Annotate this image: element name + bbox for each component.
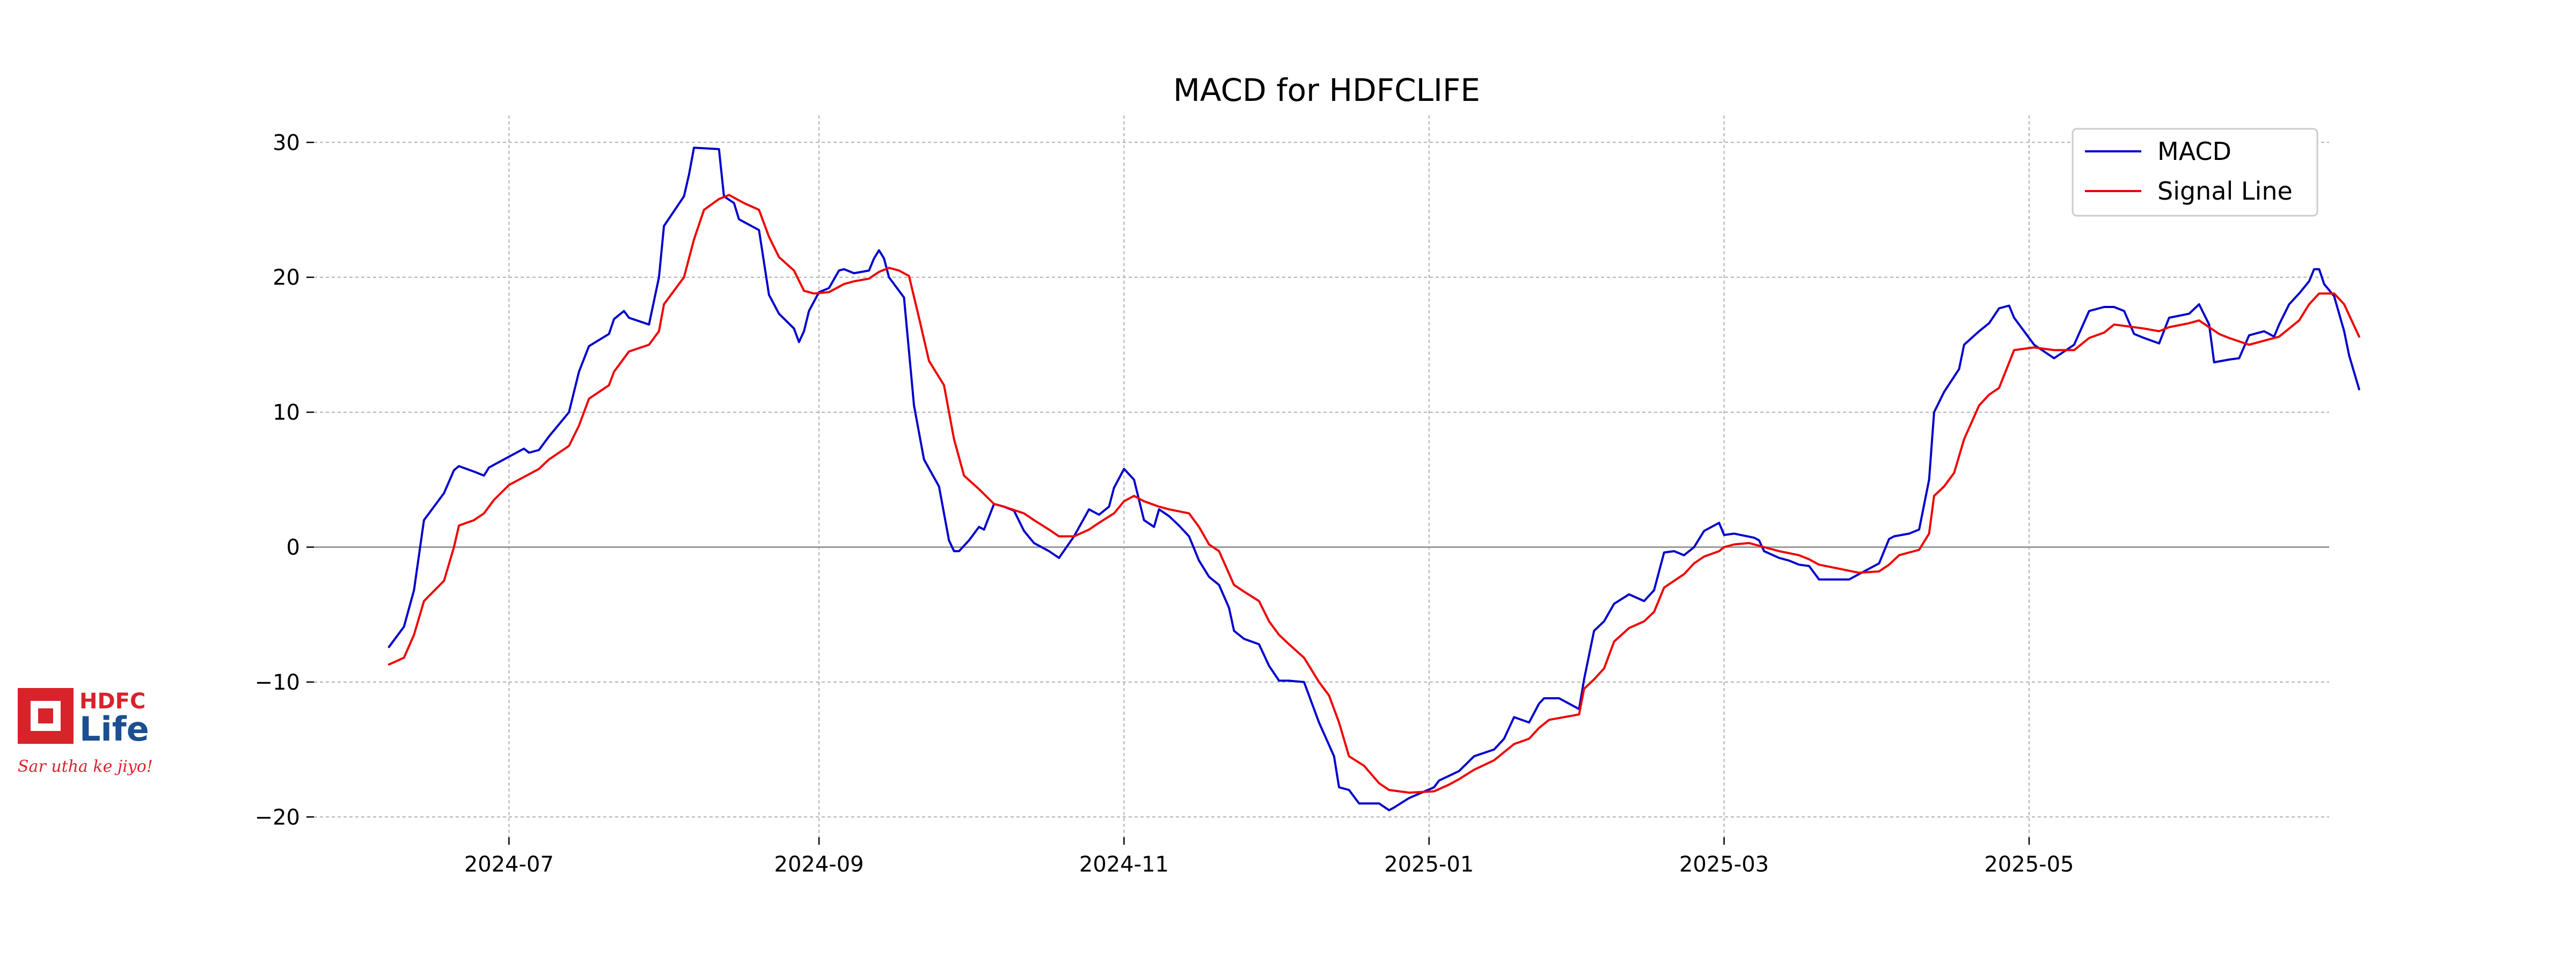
logo-brand: HDFC [79, 689, 145, 714]
logo-tagline: Sar utha ke jiyo! [18, 757, 153, 776]
axis-ticks: −20 −10 0 10 20 30 2024-07 2024-09 2024-11 2025-0… [255, 130, 2074, 877]
y-tick-label: −20 [255, 805, 300, 830]
x-tick-label: 2025-05 [1984, 852, 2074, 877]
x-tick-label: 2025-01 [1384, 852, 1474, 877]
y-tick-label: 30 [273, 130, 300, 155]
signal-line [387, 194, 2360, 794]
series-lines [387, 147, 2360, 811]
legend-label-signal-line: Signal Line [2157, 177, 2293, 206]
legend: MACD Signal Line [2072, 128, 2318, 217]
hdfc-life-logo: HDFC Life Sar utha ke jiyo! [18, 688, 153, 776]
x-tick-label: 2024-09 [774, 852, 864, 877]
macd-line [387, 147, 2360, 811]
y-tick-label: 0 [287, 535, 300, 560]
x-tick-label: 2025-03 [1679, 852, 1769, 877]
logo-sub: Life [79, 709, 149, 749]
y-tick-label: −10 [255, 670, 300, 695]
x-tick-label: 2024-11 [1079, 852, 1169, 877]
y-tick-label: 20 [273, 266, 300, 290]
legend-label-macd: MACD [2157, 137, 2231, 166]
y-tick-label: 10 [273, 400, 300, 425]
x-tick-label: 2024-07 [464, 852, 554, 877]
chart-title: MACD for HDFCLIFE [1173, 72, 1480, 108]
